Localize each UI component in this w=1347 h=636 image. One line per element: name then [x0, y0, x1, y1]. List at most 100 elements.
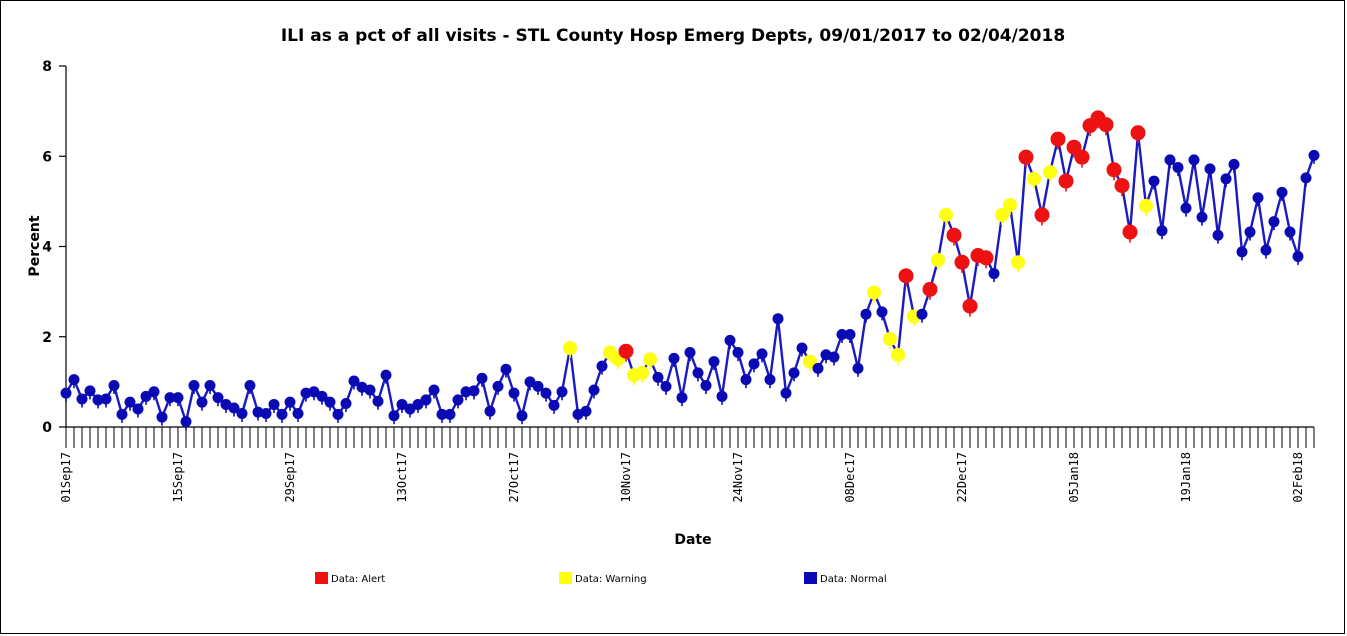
data-point-normal — [716, 390, 728, 402]
x-tick-label: 10Nov17 — [619, 452, 633, 503]
data-point-normal — [172, 392, 184, 404]
data-point-normal — [468, 385, 480, 397]
x-tick-label: 05Jan18 — [1067, 452, 1081, 503]
data-point-normal — [380, 369, 392, 381]
data-point-normal — [1260, 244, 1272, 256]
data-point-alert — [954, 254, 970, 270]
x-tick-label: 13Oct17 — [395, 452, 409, 503]
data-point-normal — [452, 394, 464, 406]
data-point-normal — [132, 403, 144, 415]
legend-label: Data: Normal — [820, 574, 887, 585]
data-point-normal — [1188, 154, 1200, 166]
data-point-normal — [780, 387, 792, 399]
data-point-normal — [1292, 250, 1304, 262]
data-point-alert — [1106, 162, 1122, 178]
data-point-normal — [228, 402, 240, 414]
data-point-normal — [268, 398, 280, 410]
data-point-alert — [1074, 149, 1090, 165]
data-point-normal — [388, 410, 400, 422]
x-axis-label: Date — [674, 532, 711, 548]
data-point-normal — [260, 407, 272, 419]
data-point-normal — [876, 306, 888, 318]
data-point-normal — [852, 362, 864, 374]
chart-title: ILI as a pct of all visits - STL County … — [281, 26, 1065, 46]
data-point-normal — [492, 380, 504, 392]
data-point-warning — [931, 253, 945, 268]
data-point-normal — [476, 372, 488, 384]
data-point-normal — [988, 268, 1000, 280]
data-point-normal — [1244, 226, 1256, 238]
data-point-normal — [548, 399, 560, 411]
y-tick-label: 8 — [42, 59, 52, 75]
data-point-alert — [1122, 224, 1138, 240]
data-point-normal — [396, 398, 408, 410]
legend-swatch — [559, 572, 572, 584]
data-point-normal — [844, 328, 856, 340]
data-point-normal — [1276, 186, 1288, 198]
data-point-alert — [1058, 173, 1074, 189]
data-point-alert — [922, 281, 938, 297]
data-point-normal — [140, 390, 152, 402]
data-point-normal — [1180, 202, 1192, 214]
data-point-normal — [332, 408, 344, 420]
y-ticks: 0 2 4 6 8 — [42, 59, 66, 436]
data-point-normal — [1268, 216, 1280, 228]
data-point-normal — [916, 308, 928, 320]
data-point-normal — [748, 358, 760, 370]
data-point-warning — [1003, 197, 1017, 212]
data-point-alert — [1018, 149, 1034, 165]
data-point-normal — [436, 408, 448, 420]
data-point-alert — [1114, 178, 1130, 194]
data-point-normal — [76, 393, 88, 405]
x-tick-label: 08Dec17 — [843, 452, 857, 503]
legend-label: Data: Warning — [575, 574, 647, 585]
data-point-normal — [404, 403, 416, 415]
data-point-normal — [92, 394, 104, 406]
data-point-normal — [540, 387, 552, 399]
y-tick-label: 4 — [42, 240, 52, 256]
data-point-normal — [164, 392, 176, 404]
data-point-alert — [1098, 117, 1114, 133]
data-point-normal — [364, 384, 376, 396]
data-point-alert — [1050, 131, 1066, 147]
data-point-normal — [212, 392, 224, 404]
legend: Data: Alert Data: Warning Data: Normal — [315, 572, 887, 585]
x-tick-label: 19Jan18 — [1179, 452, 1193, 503]
data-point-normal — [660, 380, 672, 392]
data-point-alert — [962, 298, 978, 314]
data-point-warning — [995, 207, 1009, 222]
data-point-normal — [516, 410, 528, 422]
data-point-normal — [340, 398, 352, 410]
data-point-normal — [276, 408, 288, 420]
data-point-normal — [684, 347, 696, 359]
x-tick-label: 27Oct17 — [507, 452, 521, 503]
y-tick-label: 0 — [42, 420, 52, 436]
data-point-normal — [68, 374, 80, 386]
x-tick-label: 02Feb18 — [1291, 452, 1305, 503]
data-point-normal — [1156, 225, 1168, 237]
data-point-normal — [812, 362, 824, 374]
data-point-warning — [939, 207, 953, 222]
data-point-warning — [1139, 198, 1153, 213]
data-point-normal — [284, 396, 296, 408]
data-point-normal — [692, 367, 704, 379]
data-point-normal — [708, 356, 720, 368]
data-point-normal — [508, 387, 520, 399]
data-point-normal — [372, 395, 384, 407]
data-point-alert — [1034, 207, 1050, 223]
data-point-normal — [1252, 192, 1264, 204]
data-point-warning — [1043, 165, 1057, 180]
data-point-warning — [643, 352, 657, 367]
data-point-normal — [316, 390, 328, 402]
data-point-normal — [500, 363, 512, 375]
data-point-normal — [196, 396, 208, 408]
data-point-normal — [1148, 175, 1160, 187]
data-point-normal — [1172, 162, 1184, 174]
series-line — [64, 116, 1316, 423]
data-point-normal — [420, 394, 432, 406]
data-point-normal — [740, 374, 752, 386]
legend-label: Data: Alert — [331, 574, 385, 585]
data-point-warning — [803, 354, 817, 369]
